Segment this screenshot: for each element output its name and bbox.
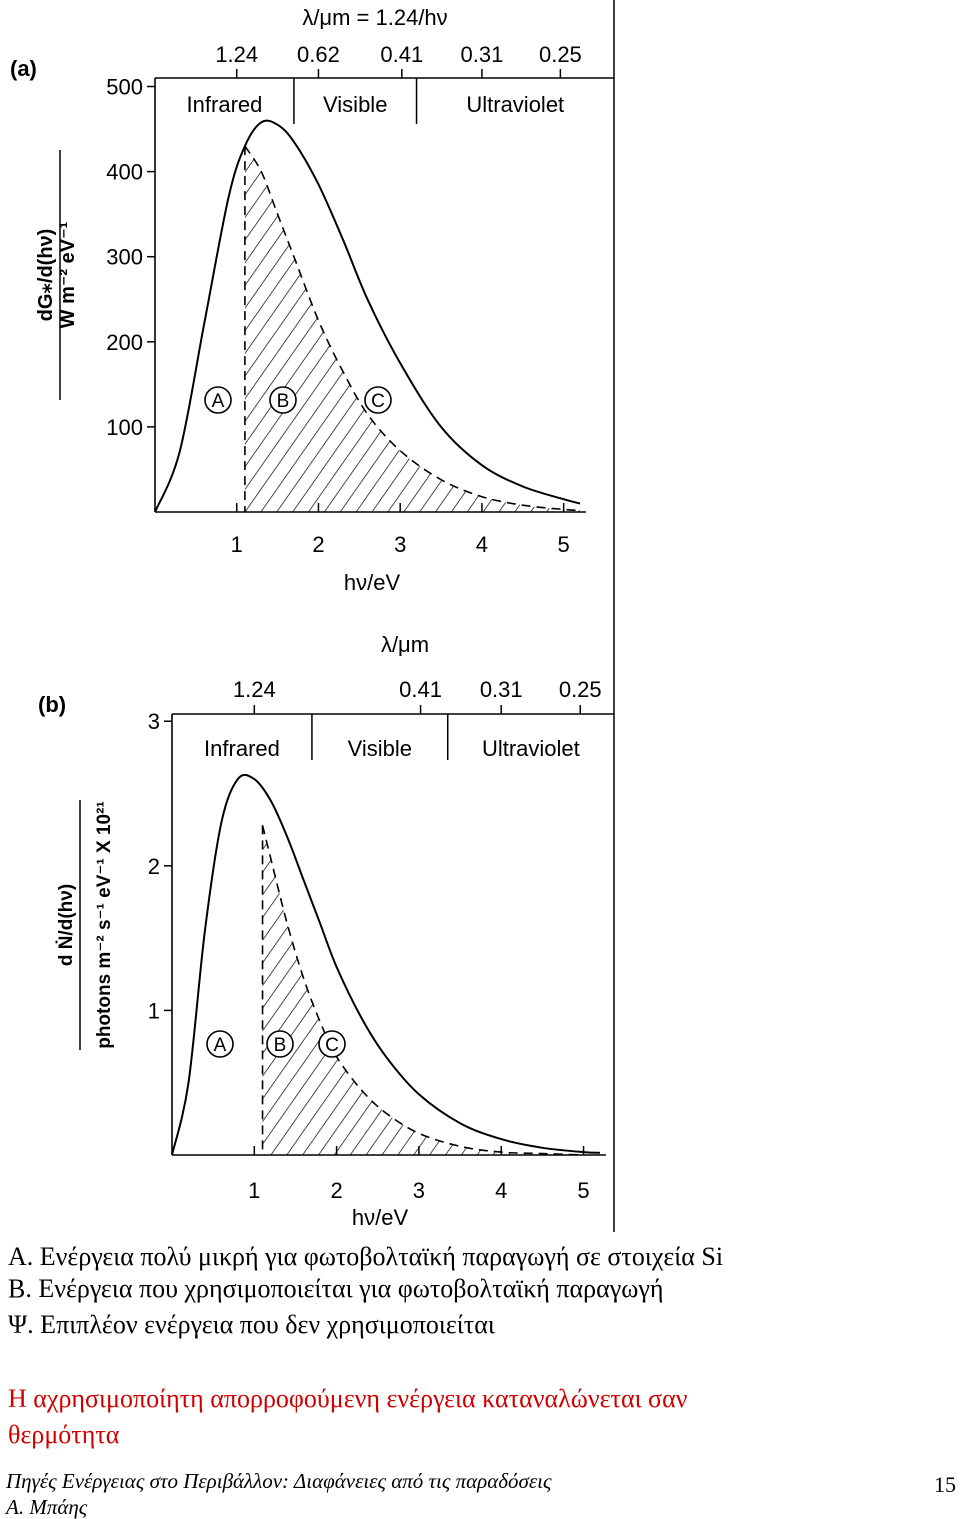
figure: Infrared Visible Ultraviolet 1.24 0.62 0.41 0.… (10, 0, 615, 1232)
caption-line-c: Ψ. Επιπλέον ενέργεια που δεν χρησιμοποιε… (8, 1310, 495, 1339)
used-energy-area (244, 146, 580, 512)
x-tick-label: 1 (231, 532, 243, 557)
caption-line-b: Β. Ενέργεια που χρησιμοποιείται για φωτο… (8, 1274, 664, 1303)
caption-line-a: Α. Ενέργεια πολύ μικρή για φωτοβολταϊκή … (8, 1242, 724, 1271)
y-tick-label: 400 (106, 160, 143, 185)
total-spectrum-curve (171, 773, 601, 1156)
region-marker-b (269, 386, 297, 414)
x-axis-label: hν/eV (352, 1205, 409, 1230)
top-tick-label: 0.25 (559, 677, 602, 702)
x-tick-label: 3 (413, 1178, 425, 1203)
panel-b: Infrared Visible Ultraviolet 1.24 0.41 0.31 0.… (38, 632, 614, 1230)
top-tick-label: 0.31 (461, 42, 504, 67)
x-tick-label: 1 (248, 1178, 260, 1203)
y-axis-label-bottom: W m⁻² eV⁻¹ (57, 221, 79, 328)
panel-a: Infrared Visible Ultraviolet 1.24 0.62 0.41 0.… (10, 5, 614, 595)
top-tick-label: 1.24 (233, 677, 276, 702)
x-tick-label: 4 (495, 1178, 507, 1203)
band-label-ultraviolet: Ultraviolet (466, 92, 564, 117)
top-axis-label: λ/μm = 1.24/hν (302, 5, 447, 30)
panel-label: (a) (10, 56, 37, 81)
region-label-a: A (214, 1035, 227, 1056)
y-tick-label: 100 (106, 415, 143, 440)
y-tick-label: 200 (106, 330, 143, 355)
y-tick-label: 3 (148, 709, 160, 734)
top-tick-label: 0.41 (380, 42, 423, 67)
x-tick-label: 2 (312, 532, 324, 557)
band-label-visible: Visible (323, 92, 387, 117)
y-axis-label-bottom: photons m⁻² s⁻¹ eV⁻¹ X 10²¹ (94, 801, 115, 1049)
top-tick-label: 1.24 (215, 42, 258, 67)
x-tick-label: 4 (476, 532, 488, 557)
x-tick-label: 5 (558, 532, 570, 557)
region-label-a: A (212, 391, 225, 412)
footer-author: Α. Μπάης (6, 1495, 88, 1519)
region-label-b: B (274, 1035, 287, 1056)
top-tick-label: 0.31 (480, 677, 523, 702)
total-spectrum-curve (154, 119, 581, 513)
region-label-b: B (277, 391, 290, 412)
region-marker-c (318, 1030, 346, 1058)
y-tick-label: 500 (106, 75, 143, 100)
used-energy-curve (244, 145, 581, 512)
y-axis-label-top: dG⁎/d(hν) (35, 229, 57, 322)
band-label-visible: Visible (348, 736, 412, 761)
top-tick-label: 0.62 (297, 42, 340, 67)
x-axis-label: hν/eV (344, 570, 401, 595)
top-axis-label: λ/μm (381, 632, 429, 657)
band-label-infrared: Infrared (187, 92, 263, 117)
footer-title: Πηγές Ενέργειας στο Περιβάλλον: Διαφάνει… (6, 1469, 552, 1493)
region-label-c: C (325, 1035, 339, 1056)
page-number: 15 (934, 1472, 956, 1497)
region-label-c: C (371, 391, 385, 412)
used-energy-curve (261, 825, 584, 1156)
y-tick-label: 2 (148, 854, 160, 879)
region-marker-b (266, 1030, 294, 1058)
top-tick-label: 0.41 (399, 677, 442, 702)
y-axis-label-top: d Ṅ/d(hν) (56, 884, 77, 966)
heat-note-line1: Η αχρησιμοποίητη απορροφούμενη ενέργεια … (8, 1384, 688, 1413)
used-energy-area (262, 825, 584, 1155)
y-tick-label: 1 (148, 998, 160, 1023)
region-marker-a (206, 1030, 234, 1058)
y-tick-label: 300 (106, 245, 143, 270)
region-marker-c (364, 386, 392, 414)
x-tick-label: 3 (394, 532, 406, 557)
x-tick-label: 2 (330, 1178, 342, 1203)
region-marker-a (204, 386, 232, 414)
band-label-infrared: Infrared (204, 736, 280, 761)
band-label-ultraviolet: Ultraviolet (482, 736, 580, 761)
panel-label: (b) (38, 692, 66, 717)
x-tick-label: 5 (577, 1178, 589, 1203)
heat-note-line2: θερμότητα (8, 1420, 120, 1449)
top-tick-label: 0.25 (539, 42, 582, 67)
